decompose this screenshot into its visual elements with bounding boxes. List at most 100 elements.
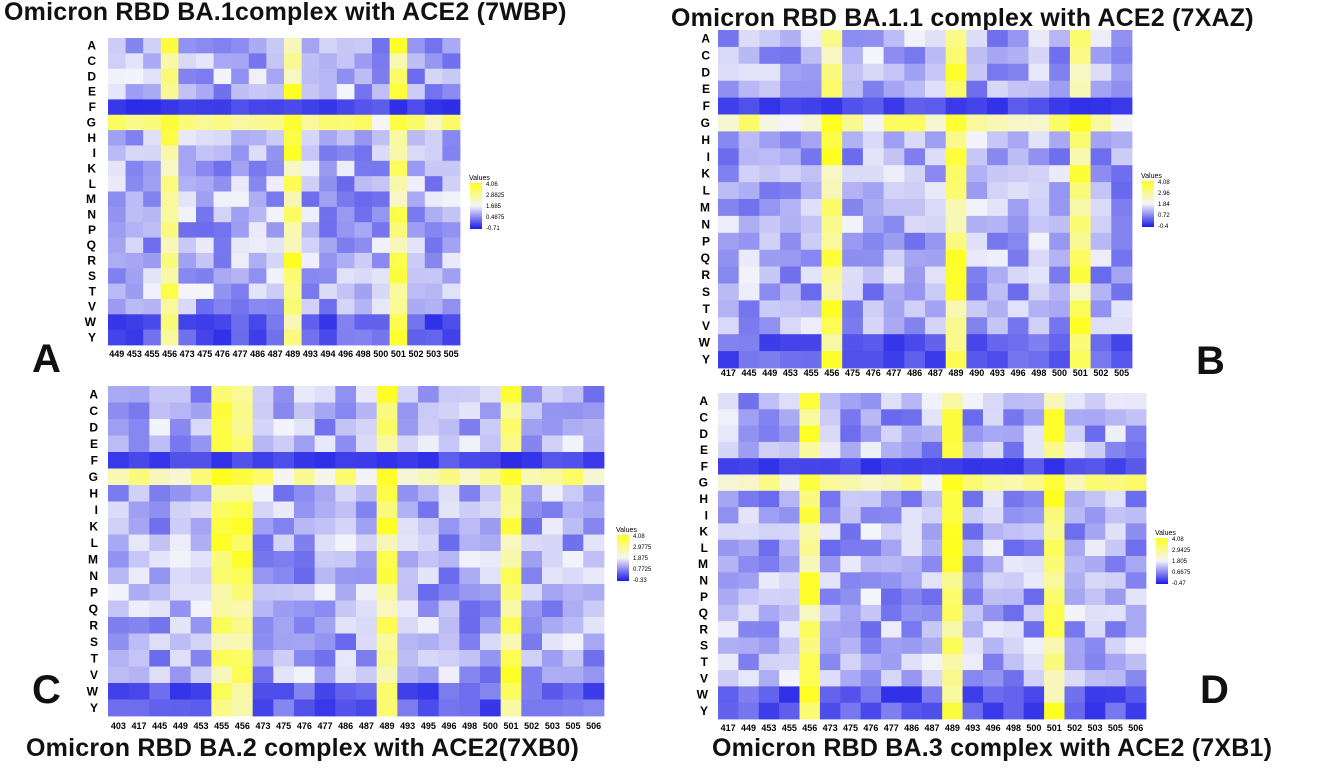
- heatmap-cell-G-449: [170, 468, 192, 486]
- heatmap-cell-H-502: [1064, 490, 1086, 508]
- heatmap-cell-H-505: [1111, 131, 1133, 149]
- heatmap-cell-Y-503: [542, 699, 564, 717]
- heatmap-cell-E-501: [1044, 441, 1065, 459]
- heatmap-cell-T-477: [314, 650, 336, 667]
- heatmap-cell-T-506: [1125, 653, 1147, 671]
- heatmap-cell-R-449: [759, 266, 781, 284]
- heatmap-cell-T-445: [738, 300, 760, 318]
- heatmap-cell-E-445: [738, 80, 760, 98]
- heatmap-cell-D-473: [178, 68, 197, 85]
- heatmap-cell-K-486: [248, 160, 267, 177]
- heatmap-cell-P-449: [738, 588, 760, 606]
- heatmap-cell-S-455: [143, 268, 162, 284]
- heatmap-cell-D-498: [459, 419, 481, 436]
- heatmap-cell-E-475: [840, 441, 862, 459]
- heatmap-cell-Y-456: [799, 702, 821, 720]
- heatmap-cell-I-495: [418, 501, 440, 519]
- heatmap-cell-G-498: [1003, 474, 1025, 492]
- heatmap-cell-G-500: [480, 468, 502, 486]
- heatmap-cell-A-498: [1003, 393, 1025, 410]
- heatmap-cell-T-502: [1064, 653, 1086, 671]
- heatmap-cell-W-473: [178, 314, 197, 331]
- heatmap-cell-C-489: [284, 53, 302, 70]
- heatmap-cell-F-503: [1084, 458, 1106, 475]
- heatmap-cell-N-453: [190, 567, 212, 585]
- heatmap-cell-W-503: [542, 683, 564, 700]
- y-tick-label: E: [90, 437, 98, 451]
- heatmap-cell-I-455: [143, 145, 162, 162]
- heatmap-cell-V-494: [319, 298, 338, 315]
- heatmap-cell-I-489: [376, 501, 398, 519]
- x-tick-label: 498: [462, 721, 477, 731]
- heatmap-cell-Q-476: [294, 600, 316, 618]
- heatmap-cell-S-502: [1064, 637, 1086, 655]
- heatmap-cell-M-505: [562, 551, 584, 568]
- heatmap-cell-A-453: [190, 386, 212, 403]
- heatmap-cell-L-501: [1044, 539, 1065, 557]
- heatmap-cell-D-502: [1090, 63, 1112, 82]
- heatmap-cell-F-489: [945, 97, 967, 115]
- heatmap-cell-M-494: [319, 191, 338, 208]
- y-tick-label: H: [89, 486, 98, 500]
- x-tick-label: 496: [986, 723, 1001, 733]
- x-tick-label: 417: [131, 721, 146, 731]
- heatmap-cell-M-505: [1105, 556, 1127, 573]
- legend-tick-label: 4.08: [1172, 537, 1184, 543]
- heatmap-cell-L-449: [108, 176, 126, 192]
- heatmap-cell-C-486: [901, 409, 923, 426]
- heatmap-cell-N-498: [1003, 572, 1025, 589]
- heatmap-cell-C-493: [397, 402, 419, 420]
- heatmap-cell-T-498: [1028, 300, 1050, 318]
- heatmap-cell-H-455: [143, 130, 162, 146]
- x-tick-label: 505: [1114, 368, 1129, 378]
- legend-tick-label: 1.84: [1158, 202, 1170, 208]
- heatmap-cell-C-503: [542, 402, 564, 420]
- heatmap-cell-H-503: [542, 485, 564, 502]
- heatmap-cell-V-487: [356, 666, 378, 684]
- heatmap-cell-F-498: [1028, 97, 1050, 115]
- heatmap-cell-H-477: [881, 490, 902, 508]
- x-tick-label: 498: [1031, 368, 1046, 378]
- heatmap-cell-P-475: [196, 222, 214, 238]
- heatmap-cell-W-493: [301, 314, 320, 331]
- heatmap-cell-R-453: [780, 266, 802, 284]
- heatmap-cell-C-475: [842, 46, 864, 65]
- heatmap-cell-E-477: [883, 80, 905, 98]
- heatmap-cell-D-417: [718, 63, 740, 82]
- legend-tick-label: 1.685: [486, 204, 502, 210]
- legend-tick-label: 2.96: [1158, 191, 1170, 197]
- heatmap-cell-F-500: [1049, 97, 1071, 115]
- heatmap-cell-V-475: [196, 298, 214, 315]
- heatmap-cell-Q-477: [883, 249, 905, 267]
- y-tick-label: D: [699, 427, 708, 441]
- heatmap-cell-I-503: [542, 501, 564, 519]
- x-tick-label: 500: [373, 349, 388, 359]
- heatmap-cell-W-449: [738, 686, 760, 704]
- heatmap-cell-H-473: [819, 490, 841, 508]
- heatmap-cell-M-476: [294, 551, 316, 568]
- heatmap-cell-M-417: [718, 556, 739, 573]
- heatmap-cell-V-493: [987, 317, 1009, 335]
- heatmap-cell-P-493: [962, 588, 984, 606]
- heatmap-cell-H-445: [149, 485, 171, 502]
- x-tick-label: 455: [782, 723, 797, 733]
- heatmap-cell-I-477: [231, 145, 250, 162]
- heatmap-cell-I-453: [758, 507, 780, 524]
- heatmap-cell-M-496: [982, 556, 1004, 573]
- heatmap-cell-S-417: [128, 633, 150, 651]
- x-tick-label: 476: [866, 368, 881, 378]
- heatmap-cell-C-456: [160, 53, 179, 70]
- heatmap-cell-H-500: [480, 485, 502, 502]
- heatmap-cell-W-403: [108, 683, 130, 700]
- heatmap-cell-S-476: [860, 637, 882, 655]
- heatmap-cell-W-506: [583, 683, 605, 700]
- heatmap-cell-W-502: [407, 314, 426, 331]
- heatmap-cell-K-496: [336, 160, 355, 177]
- heatmap-cell-C-473: [252, 402, 274, 420]
- heatmap-cell-D-493: [301, 68, 320, 85]
- heatmap-cell-G-455: [211, 468, 233, 486]
- heatmap-cell-Y-501: [1044, 702, 1065, 720]
- heatmap-cell-W-455: [143, 314, 162, 331]
- heatmap-cell-T-477: [881, 653, 902, 671]
- heatmap-cell-V-487: [925, 317, 947, 335]
